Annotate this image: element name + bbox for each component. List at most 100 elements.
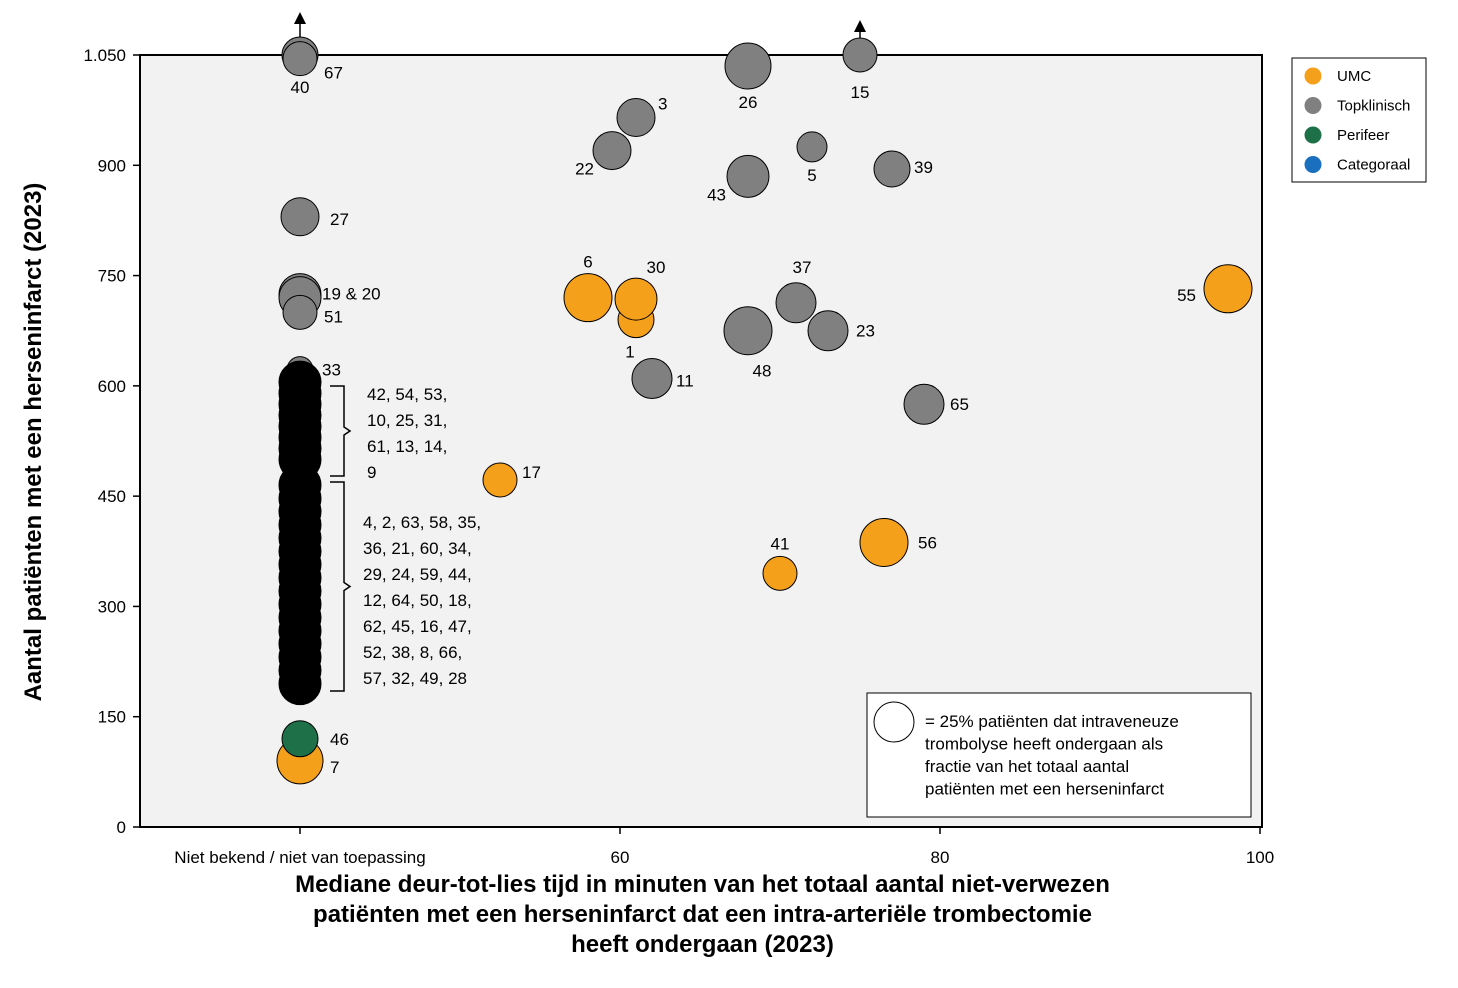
data-point bbox=[1203, 264, 1253, 314]
point-labels: 1 6 30 17 41 56 55 7 46 3 22 26 15 43 5 39 37 48 23 11 65 40 6… bbox=[291, 64, 1196, 777]
data-label: 6 bbox=[583, 253, 592, 272]
data-point bbox=[280, 197, 320, 237]
data-point bbox=[723, 306, 773, 356]
data-point bbox=[873, 150, 911, 188]
legend-label: Topklinisch bbox=[1337, 98, 1410, 115]
data-label: 7 bbox=[330, 758, 339, 777]
y-tick-label: 300 bbox=[98, 597, 126, 616]
x-tick-label: 100 bbox=[1246, 848, 1274, 867]
data-point bbox=[859, 517, 909, 567]
legend-label: Perifeer bbox=[1337, 127, 1390, 144]
group-label: 10, 25, 31, bbox=[367, 411, 447, 430]
data-label: 51 bbox=[324, 307, 343, 326]
data-label: 11 bbox=[676, 372, 694, 391]
group-label: 29, 24, 59, 44, bbox=[363, 565, 472, 584]
data-point bbox=[281, 720, 319, 758]
group-bracket bbox=[330, 481, 352, 692]
y-tick-label: 600 bbox=[98, 377, 126, 396]
data-point bbox=[563, 273, 613, 323]
x-axis-label: Mediane deur-tot-lies tijd in minuten va… bbox=[140, 870, 1265, 960]
y-tick-label: 150 bbox=[98, 708, 126, 727]
data-label: 5 bbox=[807, 166, 816, 185]
data-label: 39 bbox=[914, 158, 933, 177]
size-key-circle bbox=[873, 701, 915, 743]
x-axis-label-line-2: patiënten met een herseninfarct dat een … bbox=[313, 901, 1092, 928]
group-label: 9 bbox=[367, 463, 376, 482]
data-label: 33 bbox=[322, 361, 341, 380]
data-label: 17 bbox=[522, 463, 541, 482]
data-point bbox=[616, 97, 656, 137]
data-label: 40 bbox=[291, 78, 310, 97]
data-label: 41 bbox=[771, 534, 790, 553]
size-key-text: trombolyse heeft ondergaan als bbox=[925, 735, 1163, 754]
y-tick-label: 450 bbox=[98, 487, 126, 506]
data-label: 30 bbox=[647, 258, 666, 277]
data-label: 27 bbox=[330, 210, 349, 229]
data-label: 48 bbox=[753, 362, 772, 381]
legend-swatch bbox=[1304, 126, 1322, 144]
data-label: 15 bbox=[851, 83, 870, 102]
group-label: 52, 38, 8, 66, bbox=[363, 643, 462, 662]
off-scale-arrow-head bbox=[854, 20, 866, 32]
legend-swatch bbox=[1304, 67, 1322, 85]
size-key-text: patiënten met een herseninfarct bbox=[925, 780, 1164, 799]
y-axis-label: Aantal patiënten met een herseninfarct (… bbox=[20, 183, 47, 702]
group-label: 61, 13, 14, bbox=[367, 437, 447, 456]
data-label: 26 bbox=[739, 93, 758, 112]
data-label: 23 bbox=[856, 322, 875, 341]
grouped-points: 42, 54, 53, 10, 25, 31, 61, 13, 14, 9 4, 2, … bbox=[278, 360, 481, 706]
group-bracket bbox=[330, 385, 352, 477]
data-point bbox=[482, 462, 518, 498]
data-point bbox=[726, 154, 770, 198]
group-label: 36, 21, 60, 34, bbox=[363, 539, 472, 558]
size-key-text: = 25% patiënten dat intraveneuze bbox=[925, 712, 1179, 731]
x-tick-label: 60 bbox=[611, 848, 630, 867]
x-axis-label-line-3: heeft ondergaan (2023) bbox=[571, 931, 834, 958]
group-label: 42, 54, 53, bbox=[367, 385, 447, 404]
size-key-box bbox=[866, 692, 1252, 818]
legend: UMC Topklinisch Perifeer Categoraal bbox=[1291, 57, 1427, 183]
group-label: 57, 32, 49, 28 bbox=[363, 669, 467, 688]
group-label: 4, 2, 63, 58, 35, bbox=[363, 513, 481, 532]
x-tick-label: Niet bekend / niet van toepassing bbox=[174, 848, 425, 867]
y-axis-ticks: 0 150 300 450 600 750 900 1.050 bbox=[83, 46, 140, 837]
data-label: 56 bbox=[918, 533, 937, 552]
data-point bbox=[282, 294, 318, 330]
group-point bbox=[278, 360, 322, 404]
data-point bbox=[775, 282, 817, 324]
group-label: 62, 45, 16, 47, bbox=[363, 617, 472, 636]
data-point bbox=[903, 383, 945, 425]
data-point bbox=[614, 277, 658, 321]
data-label: 55 bbox=[1177, 286, 1196, 305]
data-point bbox=[282, 41, 318, 77]
data-point bbox=[724, 42, 772, 90]
data-label: 3 bbox=[658, 94, 667, 113]
data-point bbox=[631, 358, 673, 400]
legend-swatch bbox=[1304, 156, 1322, 173]
data-label: 37 bbox=[793, 258, 812, 277]
data-point bbox=[592, 131, 632, 171]
data-label: 1 bbox=[625, 343, 634, 362]
data-point bbox=[762, 555, 798, 591]
size-key-text: fractie van het totaal aantal bbox=[925, 757, 1129, 776]
legend-swatch bbox=[1304, 97, 1322, 114]
data-label: 19 & 20 bbox=[322, 285, 381, 304]
data-label: 43 bbox=[707, 185, 726, 204]
data-label: 46 bbox=[330, 730, 349, 749]
size-key: = 25% patiënten dat intraveneuze tromboly… bbox=[866, 692, 1252, 818]
y-tick-label: 0 bbox=[117, 818, 126, 837]
data-point bbox=[807, 310, 849, 352]
x-axis-label-line-1: Mediane deur-tot-lies tijd in minuten va… bbox=[295, 871, 1110, 898]
off-scale-arrow-head bbox=[294, 12, 306, 24]
y-tick-label: 900 bbox=[98, 156, 126, 175]
data-label: 67 bbox=[324, 64, 343, 83]
x-tick-label: 80 bbox=[931, 848, 950, 867]
data-label: 22 bbox=[575, 160, 594, 179]
group-point bbox=[278, 463, 322, 507]
legend-label: UMC bbox=[1337, 68, 1371, 85]
x-axis-ticks: Niet bekend / niet van toepassing 60 80 100 bbox=[174, 827, 1274, 867]
y-tick-label: 750 bbox=[98, 267, 126, 286]
data-points bbox=[276, 12, 1253, 785]
legend-label: Categoraal bbox=[1337, 157, 1410, 174]
